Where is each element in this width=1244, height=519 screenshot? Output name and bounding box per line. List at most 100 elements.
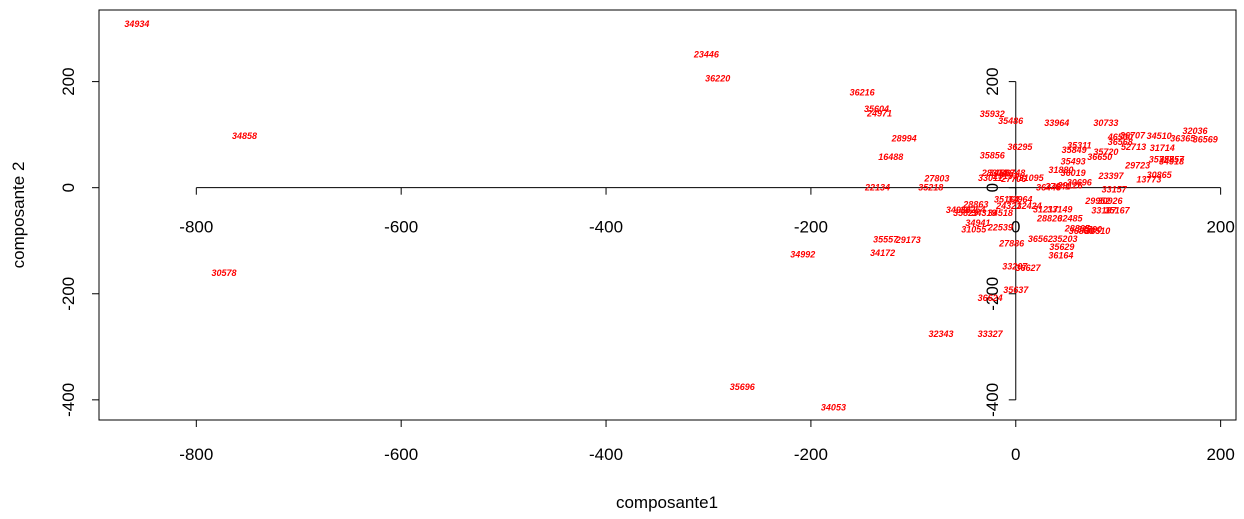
point-label: 16488 [878,152,903,162]
point-label: 34053 [821,402,846,412]
point-label: 34941 [965,218,990,228]
origin-x-tick-label: -200 [794,218,828,237]
point-label: 33187 [1091,205,1117,215]
point-label: 32485 [1058,213,1084,223]
point-label: 28865 [1064,224,1091,234]
y-tick-label: -200 [59,277,78,311]
point-label: 34858 [232,131,257,141]
point-label: 31095 [1019,173,1045,183]
point-label: 27803 [923,174,949,184]
x-tick-label: 200 [1206,445,1234,464]
point-label: 36295 [1007,142,1033,152]
point-label: 27706 [1000,174,1027,184]
point-label: 31880 [1048,165,1073,175]
origin-x-tick-label: -400 [589,218,623,237]
point-label: 36448 [1036,183,1061,193]
origin-axes: -800 -600 -400 -200 0 200 -400 -200 0 200 [179,67,1235,416]
point-label: 29126 [1057,181,1084,191]
point-label: 28863 [962,200,988,210]
point-label: 35557 [873,235,899,245]
point-label: 30926 [1097,196,1123,206]
point-label: 33157 [1102,184,1128,194]
origin-x-tick-label: 0 [1011,218,1020,237]
x-tick-label: -400 [589,445,623,464]
point-label: 31714 [1150,143,1175,153]
point-label: 32424 [1017,201,1042,211]
point-label: 36568 [1108,137,1133,147]
point-label: 36254 [960,205,985,215]
point-label: 35849 [1062,145,1087,155]
point-label: 34964 [946,205,971,215]
point-label: 22539 [987,222,1013,232]
point-label: 35203 [1052,234,1077,244]
point-label: 13773 [1136,175,1161,185]
point-label: 24971 [866,108,892,118]
origin-x-tick-label: -600 [384,218,418,237]
point-label: 36830 [1069,226,1094,236]
point-label: 35829 [953,208,978,218]
point-label: 36650 [1087,152,1112,162]
point-label: 35493 [1061,157,1086,167]
point-label: 22134 [864,183,890,193]
origin-y-tick-label: -400 [983,383,1002,417]
point-label: 36627 [1016,263,1042,273]
point-label: 35856 [980,150,1006,160]
point-label: 36748 [1000,168,1025,178]
point-label: 35696 [730,382,756,392]
point-label: 34518 [988,208,1013,218]
point-label: 36562 [1028,234,1053,244]
point-label: 36569 [1193,134,1218,144]
point-label: 35727 [1149,155,1175,165]
point-label: 36164 [1048,251,1073,261]
point-label: 28826 [1036,213,1063,223]
x-tick-label: -200 [794,445,828,464]
point-label: 34992 [790,250,815,260]
point-label: 28994 [891,133,917,143]
y-tick-label: 0 [59,183,78,192]
point-label: 34510 [1147,131,1172,141]
point-label: 35637 [1003,285,1029,295]
point-label: 29193 [992,171,1018,181]
point-label: 36220 [705,73,730,83]
point-label: 35629 [1049,242,1074,252]
point-label: 36365 [1170,133,1196,143]
point-label: 34934 [124,19,149,29]
x-tick-label: 0 [1011,445,1020,464]
point-label: 46500 [1107,132,1133,142]
point-label: 23397 [1098,171,1125,181]
origin-y-tick-label: -200 [983,277,1002,311]
point-label: 35218 [918,183,943,193]
x-tick-label: -800 [179,445,213,464]
point-label: 31790 [1077,225,1102,235]
bottom-axis: -800 -600 -400 -200 0 200 [179,419,1235,464]
point-label: 27641 [1044,182,1070,192]
point-label: 33964 [1007,194,1032,204]
point-label: 35164 [994,194,1019,204]
point-label: 35486 [998,116,1024,126]
point-label: 31055 [961,225,987,235]
point-label: 30733 [1093,118,1118,128]
point-label: 30696 [1067,177,1093,187]
point-label: 35720 [1093,147,1118,157]
point-label: 30865 [1147,170,1173,180]
point-label: 24321 [995,201,1021,211]
point-label: 34918 [1159,157,1184,167]
y-tick-label: 200 [59,67,78,95]
y-tick-label: -400 [59,383,78,417]
point-label: 34172 [870,248,895,258]
point-label: 35857 [1159,155,1185,165]
point-label: 36510 [1085,226,1110,236]
point-label: 35167 [1105,205,1131,215]
point-label: 36019 [1061,168,1086,178]
point-label: 52713 [1121,142,1146,152]
origin-x-tick-label: -800 [179,218,213,237]
origin-y-tick-label: 200 [983,67,1002,95]
point-label: 29952 [1084,196,1110,206]
point-label: 36216 [850,88,876,98]
point-label: 36624 [978,293,1003,303]
origin-x-tick-label: 200 [1206,218,1234,237]
point-label: 33964 [1044,118,1069,128]
point-label: 30578 [211,268,236,278]
x-axis-title: composante1 [616,493,718,512]
